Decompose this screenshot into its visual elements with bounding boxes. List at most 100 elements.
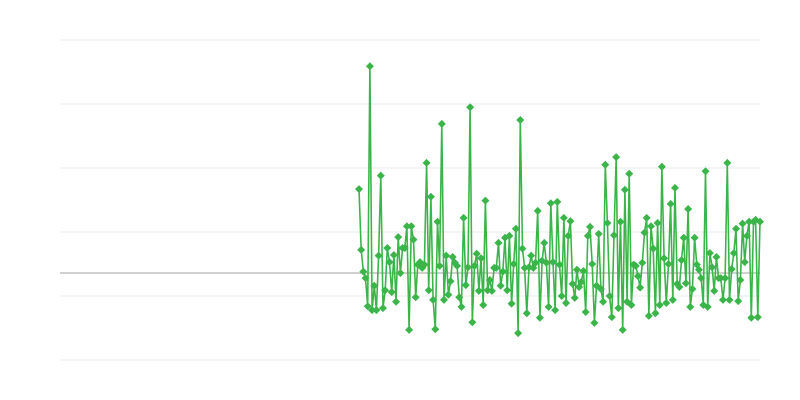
- data-point: [620, 185, 629, 194]
- data-point: [459, 213, 468, 222]
- data-point: [564, 231, 573, 240]
- data-point: [679, 233, 688, 242]
- data-point: [357, 245, 366, 254]
- data-point: [365, 62, 374, 71]
- data-point: [374, 251, 383, 260]
- data-point: [548, 258, 557, 267]
- data-point: [551, 306, 560, 315]
- data-point: [435, 261, 444, 270]
- data-point: [481, 196, 490, 205]
- data-point: [647, 222, 656, 231]
- data-point: [361, 274, 370, 283]
- data-point: [405, 325, 414, 334]
- data-point: [677, 256, 686, 265]
- data-point: [444, 290, 453, 299]
- data-point: [385, 258, 394, 267]
- data-point: [614, 304, 623, 313]
- data-point: [505, 231, 514, 240]
- data-point: [387, 288, 396, 297]
- data-point: [507, 299, 516, 308]
- data-point: [555, 260, 564, 269]
- data-point: [723, 158, 732, 167]
- data-point: [359, 267, 368, 276]
- data-point: [470, 261, 479, 270]
- data-point: [546, 199, 555, 208]
- data-point: [531, 258, 540, 267]
- data-point: [745, 217, 754, 226]
- data-point: [590, 318, 599, 327]
- data-point: [668, 295, 677, 304]
- data-point: [618, 325, 627, 334]
- data-point: [729, 249, 738, 258]
- data-point: [686, 302, 695, 311]
- data-point: [753, 313, 762, 322]
- data-point: [738, 219, 747, 228]
- data-point: [511, 224, 520, 233]
- data-point: [716, 274, 725, 283]
- data-point: [409, 235, 418, 244]
- data-point: [740, 258, 749, 267]
- data-point: [407, 222, 416, 231]
- data-point: [422, 158, 431, 167]
- data-point: [736, 276, 745, 284]
- data-point: [596, 284, 605, 293]
- data-point: [424, 286, 433, 295]
- data-point: [368, 306, 377, 315]
- data-point: [660, 254, 669, 263]
- data-point: [446, 277, 455, 286]
- data-point: [640, 228, 649, 237]
- data-point: [527, 251, 536, 260]
- data-point: [568, 279, 577, 288]
- data-point: [718, 295, 727, 304]
- data-point: [579, 267, 588, 276]
- data-point: [662, 299, 671, 308]
- data-point: [485, 276, 494, 284]
- data-point: [437, 119, 446, 128]
- data-point: [503, 286, 512, 295]
- data-point: [562, 299, 571, 308]
- data-point: [644, 311, 653, 320]
- data-point: [355, 185, 363, 194]
- data-point: [671, 183, 680, 192]
- data-point: [734, 297, 743, 306]
- data-point: [756, 217, 764, 226]
- data-point: [581, 308, 590, 316]
- series-markers: [355, 62, 764, 338]
- data-point: [666, 199, 675, 208]
- data-point: [690, 233, 699, 242]
- data-point: [370, 281, 379, 290]
- data-point: [455, 293, 464, 302]
- data-point: [636, 283, 645, 292]
- data-point: [742, 231, 751, 240]
- data-point: [607, 313, 616, 322]
- data-point: [697, 274, 706, 283]
- data-point: [461, 281, 470, 290]
- data-point: [468, 318, 477, 327]
- data-point: [381, 286, 390, 295]
- data-point: [457, 302, 466, 311]
- data-point: [594, 229, 603, 238]
- data-point: [522, 309, 531, 318]
- data-point: [518, 244, 527, 253]
- data-point: [477, 254, 486, 263]
- data-point: [684, 204, 693, 213]
- data-point: [586, 222, 595, 231]
- data-point: [533, 206, 542, 215]
- data-point: [376, 171, 385, 180]
- data-point: [653, 219, 662, 228]
- data-point: [402, 222, 411, 231]
- data-point: [392, 297, 401, 306]
- data-point: [710, 286, 719, 295]
- data-point: [453, 261, 462, 270]
- data-point: [439, 295, 448, 304]
- data-point: [542, 258, 551, 267]
- data-point: [442, 251, 451, 260]
- data-point: [747, 313, 756, 322]
- data-point: [420, 260, 429, 269]
- data-point: [675, 283, 684, 292]
- data-point: [487, 286, 496, 295]
- data-point: [431, 325, 440, 334]
- data-point: [657, 162, 666, 171]
- data-point: [642, 213, 651, 222]
